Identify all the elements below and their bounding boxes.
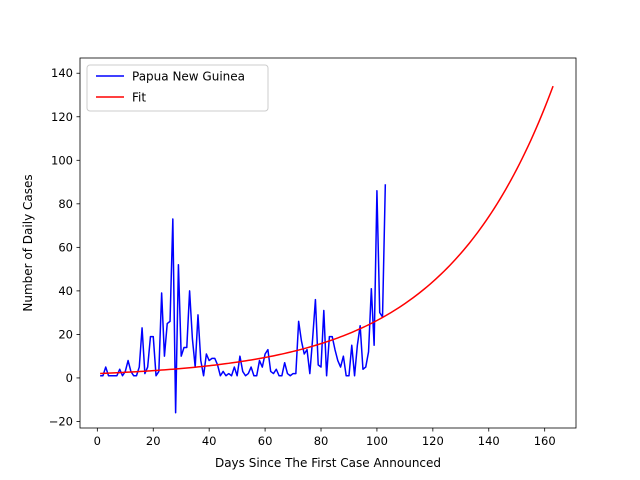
x-tick-label: 40 [202,434,217,448]
legend-label-fit: Fit [132,91,146,105]
y-tick-label: 100 [51,153,73,167]
y-tick-label: 40 [58,284,73,298]
legend: Papua New Guinea Fit [86,64,269,112]
x-tick-label: 80 [314,434,329,448]
x-tick-label: 100 [366,434,388,448]
y-tick-label: 140 [51,66,73,80]
y-tick-label: 20 [58,327,73,341]
x-tick-label: 140 [478,434,500,448]
y-tick-label: 0 [66,371,73,385]
plot-area-frame [79,57,577,429]
y-tick-label: −20 [49,414,73,428]
y-axis: −20 0 20 40 60 80 100 120 140 [49,66,80,428]
x-tick-label: 0 [94,434,101,448]
x-tick-label: 60 [258,434,273,448]
x-tick-label: 20 [146,434,161,448]
legend-label-papua-new-guinea: Papua New Guinea [132,70,245,84]
x-tick-label: 120 [422,434,444,448]
x-tick-label: 160 [534,434,556,448]
x-axis-label: Days Since The First Case Announced [215,456,441,470]
y-tick-label: 60 [58,240,73,254]
x-axis: 0 20 40 60 80 100 120 140 160 [94,428,556,448]
y-tick-label: 80 [58,197,73,211]
series-line-fit [100,85,554,375]
y-tick-label: 120 [51,110,73,124]
series-layer [100,85,554,414]
series-line-papua-new-guinea [100,184,387,414]
legend-frame [86,64,269,112]
y-axis-label: Number of Daily Cases [21,174,35,311]
